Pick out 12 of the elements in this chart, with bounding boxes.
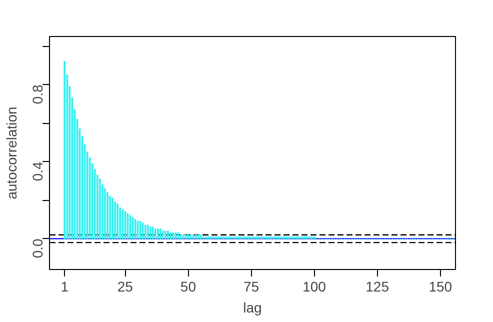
- x-tick-label: 100: [302, 278, 326, 294]
- y-axis-title: autocorrelation: [4, 106, 20, 200]
- x-tick-label: 1: [60, 278, 69, 294]
- x-tick-label: 75: [243, 278, 260, 294]
- x-tick-label: 150: [428, 278, 452, 294]
- x-tick-label: 25: [117, 278, 134, 294]
- x-tick-label: 125: [366, 278, 390, 294]
- y-tick-label: 0.0: [30, 238, 46, 258]
- y-tick-label: 0.8: [30, 84, 46, 104]
- x-tick-label: 50: [180, 278, 196, 294]
- x-axis-title: lag: [243, 300, 262, 316]
- y-tick-label: 0.4: [30, 161, 46, 182]
